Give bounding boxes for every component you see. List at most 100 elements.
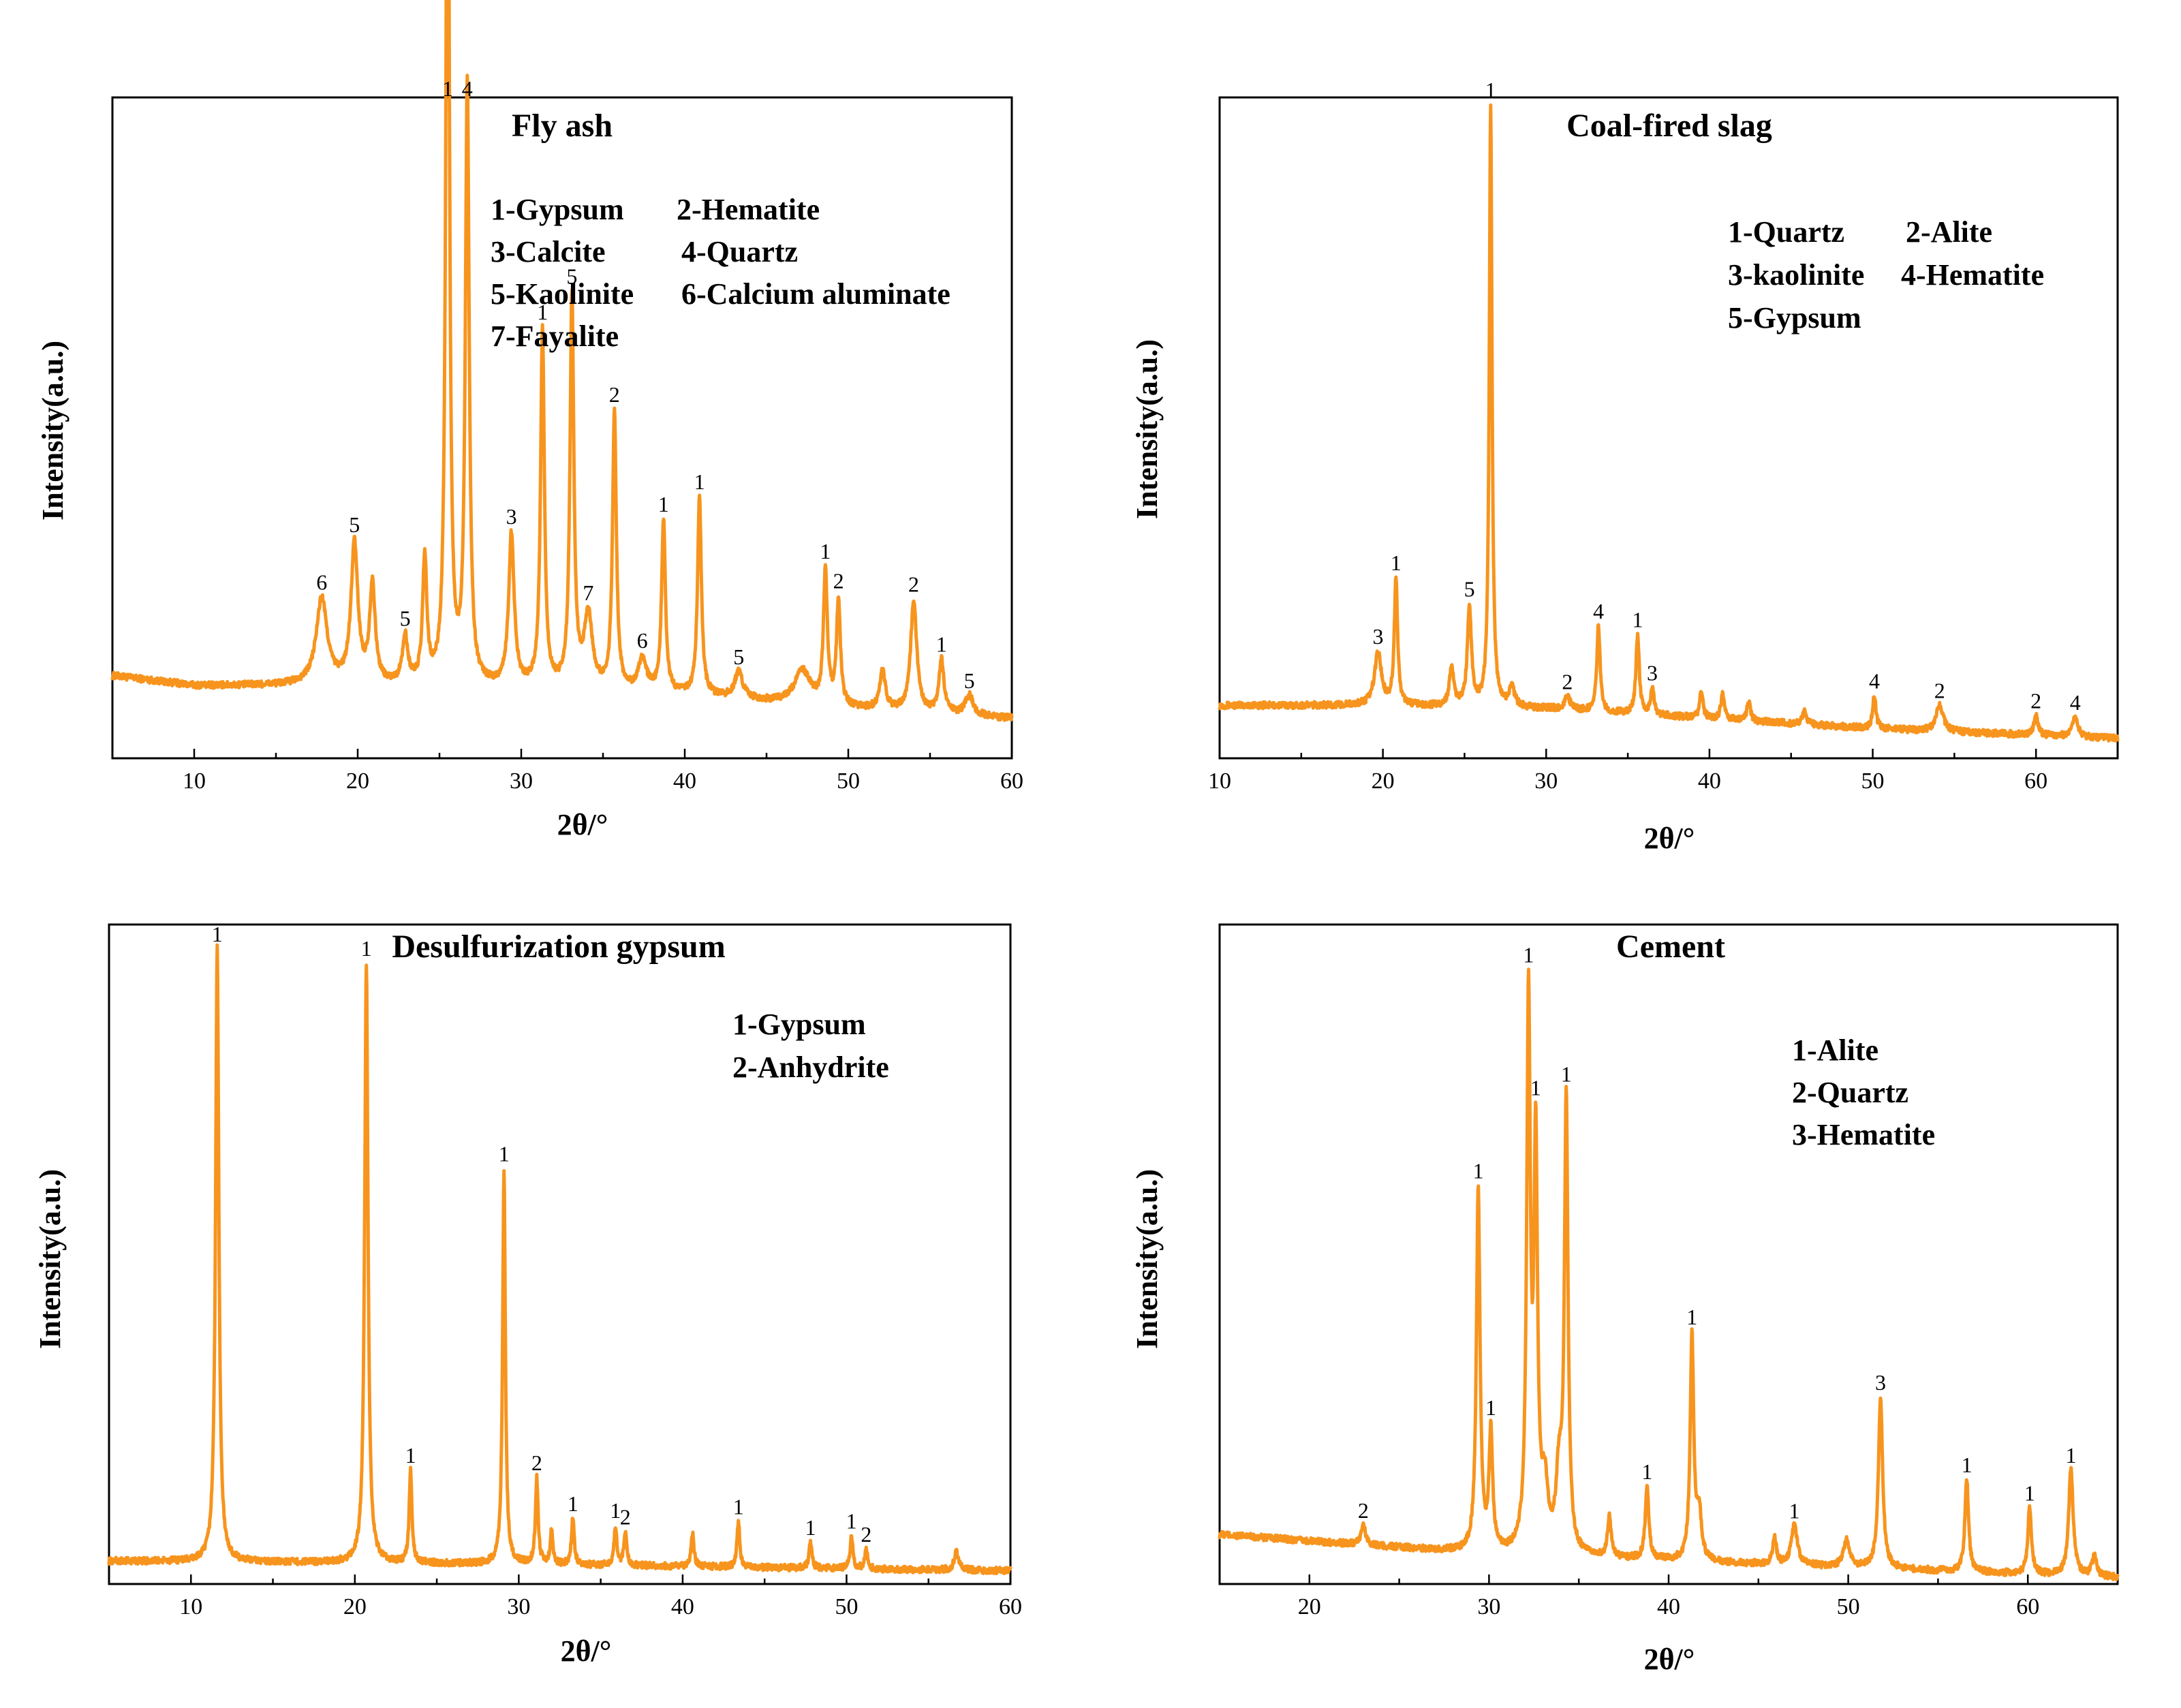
- x-tick-label: 10: [1208, 768, 1231, 794]
- peak-label: 1: [1641, 1459, 1652, 1484]
- peak-label: 2: [1934, 678, 1945, 702]
- x-tick-label: 50: [837, 768, 860, 794]
- peak-label: 5: [400, 606, 411, 630]
- peak-label: 1: [1789, 1498, 1800, 1523]
- peak-label: 2: [861, 1522, 871, 1547]
- legend-entry: 1-Gypsum: [732, 1008, 866, 1041]
- legend-entry: 1-Gypsum: [491, 193, 624, 226]
- diffraction-trace: [110, 0, 1014, 722]
- diffraction-trace: [107, 943, 1012, 1576]
- x-tick-label: 40: [671, 1594, 694, 1619]
- peak-label: 5: [349, 512, 360, 537]
- y-axis-title: Intensity(a.u.): [1130, 1169, 1164, 1349]
- peak-label: 3: [1875, 1370, 1886, 1395]
- peak-label: 1: [2065, 1443, 2076, 1468]
- peak-label: 4: [1593, 599, 1604, 623]
- peak-label: 1: [405, 1443, 416, 1468]
- x-tick-label: 30: [507, 1594, 530, 1619]
- peak-label: 1: [805, 1515, 816, 1540]
- peak-label: 1: [537, 300, 548, 324]
- legend-entry: 3-Hematite: [1792, 1118, 1935, 1151]
- peak-label: 1: [1485, 1395, 1496, 1420]
- peak-label: 4: [1869, 669, 1880, 694]
- peak-label: 5: [733, 645, 744, 669]
- x-tick-label: 60: [999, 1594, 1022, 1619]
- coal-fired-slag-panel: Intensity(a.u.) 10 20 30 40 50 60 3 1 5 1 2 4 1 3 4 2 2…: [1090, 0, 2181, 855]
- peak-label: 4: [462, 76, 473, 101]
- plot-frame: [111, 96, 1013, 760]
- x-axis-title: 2θ/°: [1644, 822, 1695, 855]
- x-tick-label: 30: [1534, 768, 1558, 794]
- x-tick-label: 10: [183, 768, 206, 794]
- legend-entry: 2-Anhydrite: [732, 1051, 889, 1084]
- x-tick-label: 10: [179, 1594, 202, 1619]
- peak-label: 2: [833, 568, 844, 593]
- legend-entry: 3-Calcite: [491, 235, 606, 268]
- x-tick-label: 40: [1657, 1594, 1680, 1619]
- x-tick-label: 30: [1477, 1594, 1500, 1619]
- x-axis-ticks: 10 20 30 40 50 60: [108, 1574, 1022, 1619]
- x-axis-title: 2θ/°: [1644, 1643, 1695, 1676]
- peak-label: 6: [637, 628, 648, 653]
- legend: 1-Gypsum 2-Hematite 3-Calcite 4-Quartz 5…: [491, 193, 950, 353]
- peak-label: 1: [499, 1141, 510, 1166]
- peak-label: 1: [936, 632, 947, 657]
- x-tick-label: 30: [510, 768, 533, 794]
- legend-entry: 1-Alite: [1792, 1034, 1878, 1067]
- legend-entry: 5-Gypsum: [1728, 301, 1861, 335]
- y-axis-title: Intensity(a.u.): [1130, 339, 1164, 519]
- peak-label: 1: [2024, 1481, 2035, 1506]
- peak-label: 1: [1530, 1076, 1541, 1100]
- legend-entry: 5-Kaolinite: [491, 277, 634, 311]
- peak-label: 2: [620, 1505, 631, 1530]
- plot-frame: [1218, 96, 2119, 760]
- plot-frame: [1218, 923, 2119, 1585]
- peak-label: 1: [1561, 1061, 1572, 1086]
- legend-entry: 3-kaolinite: [1728, 258, 1864, 292]
- coal-fired-slag-chart: Intensity(a.u.) 10 20 30 40 50 60 3 1 5 1 2 4 1 3 4 2 2…: [1130, 78, 2120, 855]
- peak-label: 1: [658, 492, 669, 516]
- x-axis-ticks: 10 20 30 40 50 60: [111, 749, 1023, 794]
- x-axis-title: 2θ/°: [561, 1634, 612, 1668]
- x-tick-label: 40: [673, 768, 696, 794]
- peak-label: 4: [2070, 690, 2081, 715]
- panel-title: Cement: [1616, 929, 1725, 965]
- x-tick-label: 50: [835, 1594, 858, 1619]
- peak-label: 1: [1485, 78, 1496, 102]
- peak-label: 3: [1647, 660, 1658, 685]
- panel-title: Coal-fired slag: [1566, 108, 1772, 144]
- y-axis-title: Intensity(a.u.): [33, 1169, 67, 1349]
- legend: 1-Gypsum 2-Anhydrite: [732, 1008, 889, 1084]
- x-axis-ticks: 20 30 40 50 60: [1218, 1574, 2119, 1619]
- legend-entry: 4-Hematite: [1901, 258, 2044, 292]
- peak-label: 5: [566, 264, 577, 288]
- x-tick-label: 60: [2016, 1594, 2039, 1619]
- legend-entry: 2-Alite: [1906, 215, 1992, 249]
- diffraction-trace: [1218, 967, 2120, 1581]
- x-axis-title: 2θ/°: [557, 808, 608, 841]
- x-tick-label: 20: [343, 1594, 367, 1619]
- peak-label: 3: [506, 504, 517, 529]
- x-tick-label: 60: [1000, 768, 1023, 794]
- peak-label: 1: [1473, 1159, 1484, 1183]
- legend-entry: 7-Fayalite: [491, 320, 619, 353]
- cement-chart: Intensity(a.u.) 20 30 40 50 60 2111111113111…: [1130, 923, 2120, 1676]
- peak-label: 6: [316, 570, 327, 594]
- peak-label: 1: [1686, 1305, 1697, 1329]
- legend: 1-Alite 2-Quartz 3-Hematite: [1792, 1034, 1935, 1151]
- peak-label: 1: [846, 1509, 857, 1534]
- legend-entry: 6-Calcium aluminate: [681, 277, 950, 311]
- panel-title: Fly ash: [512, 108, 613, 144]
- x-tick-label: 40: [1698, 768, 1721, 794]
- x-tick-label: 50: [1837, 1594, 1860, 1619]
- y-axis-title: Intensity(a.u.): [36, 341, 69, 521]
- peak-label: 1: [442, 76, 453, 101]
- peak-label: 1: [1523, 943, 1534, 967]
